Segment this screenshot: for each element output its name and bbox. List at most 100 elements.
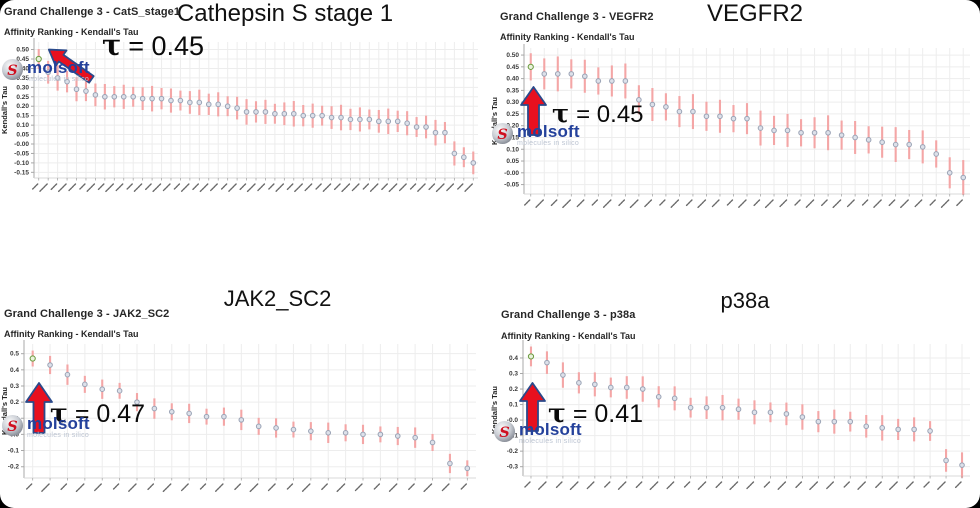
svg-text:0.05: 0.05 [506,158,519,165]
svg-text:-0.2: -0.2 [507,448,519,455]
svg-text:-0.3: -0.3 [507,464,519,471]
svg-text:0.5: 0.5 [10,351,19,358]
tau-value: = 0.45 [576,101,644,128]
svg-text:-0.00: -0.00 [14,141,29,148]
slide-big-title: Cathepsin S stage 1 [176,0,394,27]
tau-annotation: τ = 0.45 [552,98,644,129]
slide-big-title: p38a [720,288,770,313]
svg-text:0.20: 0.20 [506,123,519,130]
svg-text:0.2: 0.2 [10,399,19,406]
tau-symbol: τ [548,398,566,429]
x-tick-labels [524,476,963,491]
molsoft-sphere-icon: S [1,58,24,81]
molsoft-logo: S molsoft molecules in silico [493,420,582,445]
chart-title: Grand Challenge 3 - VEGFR2 [500,11,654,23]
tau-annotation: τ = 0.45 [102,28,204,62]
svg-text:0.50: 0.50 [506,52,519,59]
tau-symbol: τ [50,398,68,429]
svg-text:S: S [499,425,509,441]
x-tick-labels [524,194,964,209]
molsoft-tagline: molecules in silico [519,438,582,445]
svg-text:0.45: 0.45 [16,56,29,63]
svg-text:0.15: 0.15 [506,134,519,141]
svg-text:-0.00: -0.00 [504,170,519,177]
molsoft-sphere-icon: S [1,414,24,437]
data-points [29,355,471,472]
svg-text:0.25: 0.25 [506,111,519,118]
svg-text:0.15: 0.15 [16,113,29,120]
svg-text:-0.05: -0.05 [14,150,29,157]
svg-text:-0.2: -0.2 [8,464,20,471]
kendalls-tau-scatter-plot: 0.500.450.400.350.300.250.200.150.100.05… [0,38,478,193]
svg-text:0.10: 0.10 [16,122,29,129]
tau-value: = 0.47 [74,400,146,428]
data-points [527,353,965,468]
x-tick-labels [25,478,468,493]
x-tick-labels [31,178,474,193]
svg-text:0.30: 0.30 [506,99,519,106]
chart-subtitle: Affinity Ranking - Kendall's Tau [501,331,636,341]
highlight-arrow-down-left-icon [42,40,99,89]
molsoft-tagline: molecules in silico [517,140,580,147]
tau-annotation: τ = 0.41 [548,398,643,429]
tau-value: = 0.41 [572,400,644,428]
svg-text:-0.10: -0.10 [14,160,29,167]
tau-annotation: τ = 0.47 [50,398,145,429]
chart-panel-cats-stage1: Grand Challenge 3 - CatS_stage1 Affinity… [0,0,490,254]
chart-subtitle: Affinity Ranking - Kendall's Tau [4,329,139,339]
svg-text:0.35: 0.35 [16,75,29,82]
molsoft-tagline: molecules in silico [27,432,90,439]
svg-text:-0.05: -0.05 [504,182,519,189]
y-axis-label: Kendall's Tau [0,86,9,134]
data-points [527,63,967,181]
svg-text:0.45: 0.45 [506,64,519,71]
tau-symbol: τ [552,98,570,128]
molsoft-wordmark: molsoft [517,122,580,141]
chart-title: Grand Challenge 3 - CatS_stage1 [4,6,181,18]
svg-text:0.25: 0.25 [16,94,29,101]
slide-big-title: VEGFR2 [706,0,804,27]
molsoft-logo: S molsoft molecules in silico [491,122,580,147]
svg-text:0.3: 0.3 [509,371,518,378]
svg-text:0.10: 0.10 [506,146,519,153]
molsoft-logo: S molsoft molecules in silico [1,58,90,83]
svg-text:S: S [497,127,507,143]
y-axis-label: Kendall's Tau [490,97,499,145]
svg-text:-0.1: -0.1 [8,448,20,455]
chart-panel-p38a: Grand Challenge 3 - p38a Affinity Rankin… [490,254,980,508]
molsoft-logo: S molsoft molecules in silico [1,414,90,439]
svg-text:0.20: 0.20 [16,103,29,110]
svg-text:S: S [7,419,17,435]
chart-title: Grand Challenge 3 - JAK2_SC2 [4,308,170,320]
tau-value: = 0.45 [128,31,205,61]
svg-text:0.05: 0.05 [16,132,29,139]
slide-big-title: JAK2_SC2 [223,286,332,311]
y-axis-label: Kendall's Tau [490,386,499,434]
molsoft-wordmark: molsoft [27,414,90,433]
y-axis-label: Kendall's Tau [0,387,9,435]
molsoft-tagline: molecules in silico [27,76,90,83]
molsoft-sphere-icon: S [493,420,516,443]
molsoft-sphere-icon: S [491,122,514,145]
svg-text:0.50: 0.50 [16,47,29,54]
plot-grid [523,344,970,476]
svg-text:-0.0: -0.0 [507,417,519,424]
svg-text:0.3: 0.3 [10,383,19,390]
highlight-arrow-up-icon [519,382,546,432]
svg-text:0.4: 0.4 [10,367,19,374]
svg-text:-0.15: -0.15 [14,169,29,176]
tau-symbol: τ [102,28,122,62]
data-points [35,55,477,166]
chart-title: Grand Challenge 3 - p38a [501,309,636,321]
molsoft-wordmark: molsoft [519,420,582,439]
chart-subtitle: Affinity Ranking - Kendall's Tau [4,27,139,37]
highlight-arrow-up-icon [520,86,547,136]
molsoft-wordmark: molsoft [27,58,90,77]
svg-text:0.1: 0.1 [509,402,518,409]
svg-text:0.30: 0.30 [16,84,29,91]
chart-panel-jak2-sc2: Grand Challenge 3 - JAK2_SC2 Affinity Ra… [0,254,490,508]
svg-text:0.4: 0.4 [509,355,518,362]
highlight-arrow-up-icon [25,382,53,434]
chart-subtitle: Affinity Ranking - Kendall's Tau [500,32,635,42]
